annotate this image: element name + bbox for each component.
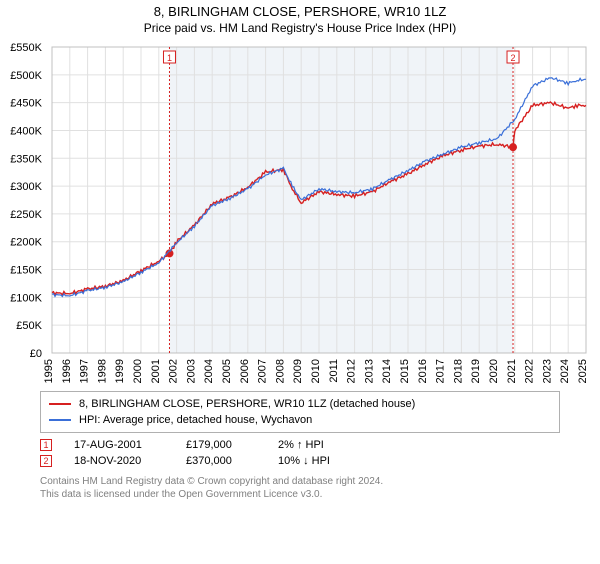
legend-item: HPI: Average price, detached house, Wych… [49,412,551,428]
svg-text:2010: 2010 [310,359,322,383]
event-price: £179,000 [186,439,256,451]
svg-text:2017: 2017 [435,359,447,383]
svg-text:2020: 2020 [488,359,500,383]
svg-text:1996: 1996 [61,359,73,383]
legend: 8, BIRLINGHAM CLOSE, PERSHORE, WR10 1LZ … [40,391,560,433]
footer: Contains HM Land Registry data © Crown c… [40,475,560,501]
svg-text:£250K: £250K [10,209,42,221]
event-price: £370,000 [186,455,256,467]
legend-swatch [49,403,71,405]
svg-text:£350K: £350K [10,153,42,165]
svg-text:2014: 2014 [381,359,393,383]
svg-text:2025: 2025 [577,359,589,383]
event-row: 1 17-AUG-2001 £179,000 2% ↑ HPI [40,437,560,453]
svg-text:2012: 2012 [346,359,358,383]
svg-text:£0: £0 [30,348,42,360]
svg-text:£500K: £500K [10,70,42,82]
svg-text:2000: 2000 [132,359,144,383]
footer-line: This data is licensed under the Open Gov… [40,488,560,501]
svg-text:2008: 2008 [274,359,286,383]
svg-text:2023: 2023 [541,359,553,383]
svg-text:2005: 2005 [221,359,233,383]
footer-line: Contains HM Land Registry data © Crown c… [40,475,560,488]
svg-text:2007: 2007 [257,359,269,383]
chart-title: 8, BIRLINGHAM CLOSE, PERSHORE, WR10 1LZ [0,4,600,19]
svg-text:2024: 2024 [559,359,571,383]
svg-text:2002: 2002 [168,359,180,383]
svg-text:£300K: £300K [10,181,42,193]
svg-text:1998: 1998 [96,359,108,383]
svg-text:1995: 1995 [43,359,55,383]
svg-text:2018: 2018 [452,359,464,383]
svg-text:£100K: £100K [10,292,42,304]
svg-text:£150K: £150K [10,265,42,277]
svg-text:2003: 2003 [185,359,197,383]
svg-text:£550K: £550K [10,42,42,54]
legend-swatch [49,419,71,421]
svg-text:£450K: £450K [10,98,42,110]
event-marker-icon: 2 [40,455,52,467]
svg-text:£400K: £400K [10,125,42,137]
event-delta: 10% ↓ HPI [278,455,330,467]
svg-text:1997: 1997 [79,359,91,383]
event-delta: 2% ↑ HPI [278,439,324,451]
event-date: 18-NOV-2020 [74,455,164,467]
legend-item: 8, BIRLINGHAM CLOSE, PERSHORE, WR10 1LZ … [49,396,551,412]
svg-text:2001: 2001 [150,359,162,383]
svg-text:2: 2 [511,53,516,63]
svg-text:2006: 2006 [239,359,251,383]
svg-text:2009: 2009 [292,359,304,383]
svg-text:1: 1 [167,53,172,63]
svg-text:2004: 2004 [203,359,215,383]
svg-text:£200K: £200K [10,237,42,249]
event-row: 2 18-NOV-2020 £370,000 10% ↓ HPI [40,453,560,469]
event-date: 17-AUG-2001 [74,439,164,451]
svg-text:2015: 2015 [399,359,411,383]
svg-text:2022: 2022 [524,359,536,383]
svg-text:2021: 2021 [506,359,518,383]
line-chart: £0£50K£100K£150K£200K£250K£300K£350K£400… [48,41,590,385]
svg-text:2016: 2016 [417,359,429,383]
legend-label: HPI: Average price, detached house, Wych… [79,412,312,428]
svg-text:2019: 2019 [470,359,482,383]
svg-text:2013: 2013 [363,359,375,383]
event-marker-icon: 1 [40,439,52,451]
chart-area: £0£50K£100K£150K£200K£250K£300K£350K£400… [48,41,590,385]
chart-container: 8, BIRLINGHAM CLOSE, PERSHORE, WR10 1LZ … [0,4,600,564]
legend-label: 8, BIRLINGHAM CLOSE, PERSHORE, WR10 1LZ … [79,396,415,412]
svg-text:£50K: £50K [16,320,42,332]
chart-subtitle: Price paid vs. HM Land Registry's House … [0,21,600,35]
svg-text:2011: 2011 [328,359,340,383]
svg-text:1999: 1999 [114,359,126,383]
event-list: 1 17-AUG-2001 £179,000 2% ↑ HPI 2 18-NOV… [40,437,560,469]
